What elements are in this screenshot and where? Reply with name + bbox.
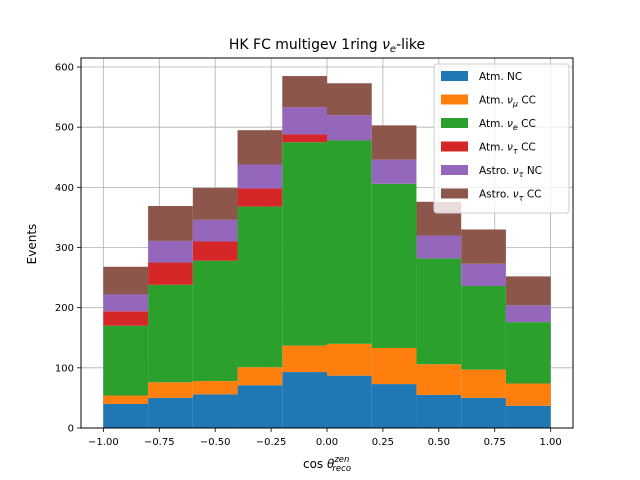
bar-segment-series-4-bin-1	[148, 240, 193, 263]
y-tick-label: 200	[55, 303, 74, 314]
y-tick-label: 0	[68, 424, 74, 435]
legend-swatch	[441, 188, 468, 199]
bar-segment-series-5-bin-0	[103, 266, 149, 295]
bar-segment-series-1-bin-0	[103, 395, 149, 404]
bar-segment-series-2-bin-1	[148, 284, 193, 383]
x-tick-label: 0.75	[484, 437, 506, 448]
bar-segment-series-5-bin-9	[505, 276, 551, 306]
x-tick-label: −1.00	[88, 437, 119, 448]
bar-segment-series-0-bin-6	[371, 384, 417, 428]
bar-segment-series-4-bin-4	[282, 107, 327, 135]
bar-segment-series-4-bin-9	[505, 305, 551, 323]
bar-segment-series-0-bin-4	[282, 372, 327, 428]
bar-segment-series-5-bin-3	[237, 130, 283, 165]
chart-title: HK FC multigev 1ring νe-like	[229, 37, 425, 55]
x-tick-label: −0.50	[200, 437, 231, 448]
bar-segment-series-1-bin-6	[371, 347, 417, 385]
bar-segment-series-4-bin-8	[461, 263, 506, 287]
bar-segment-series-2-bin-3	[237, 206, 283, 368]
bar-segment-series-5-bin-6	[371, 125, 417, 160]
bar-segment-series-2-bin-5	[327, 140, 372, 344]
legend-swatch	[441, 71, 468, 81]
bar-segment-series-5-bin-4	[282, 76, 327, 108]
bar-segment-series-2-bin-0	[103, 325, 149, 396]
bar-segment-series-2-bin-2	[192, 260, 238, 382]
bar-segment-series-4-bin-3	[237, 164, 283, 189]
histogram-bars	[103, 76, 551, 428]
y-tick-label: 300	[55, 243, 74, 254]
legend-swatch	[441, 141, 468, 152]
y-axis-label: Events	[25, 224, 39, 265]
bar-segment-series-2-bin-4	[282, 142, 327, 346]
legend-swatch	[441, 165, 468, 175]
bar-segment-series-3-bin-0	[103, 311, 149, 326]
x-tick-label: 1.00	[540, 437, 562, 448]
bar-segment-series-0-bin-9	[505, 405, 551, 428]
bar-segment-series-5-bin-2	[192, 187, 238, 220]
bar-segment-series-3-bin-3	[237, 188, 283, 207]
bar-segment-series-3-bin-1	[148, 262, 193, 285]
y-tick-label: 400	[55, 183, 74, 194]
x-axis-ticks: −1.00 −0.75 −0.50 −0.25 0.00 0.25 0.50 0.75 1.00	[88, 428, 562, 448]
bar-segment-series-1-bin-1	[148, 382, 193, 398]
bar-segment-series-2-bin-9	[505, 322, 551, 384]
bar-segment-series-1-bin-9	[505, 383, 551, 406]
bar-segment-series-1-bin-4	[282, 345, 327, 373]
legend-label: Atm. NC	[479, 71, 522, 83]
bar-segment-series-5-bin-8	[461, 229, 506, 264]
bar-segment-series-5-bin-1	[148, 206, 193, 241]
x-tick-label: −0.75	[144, 437, 175, 448]
bar-segment-series-0-bin-8	[461, 397, 506, 428]
bar-segment-series-3-bin-2	[192, 241, 238, 261]
bar-segment-series-0-bin-2	[192, 394, 238, 428]
bar-segment-series-1-bin-5	[327, 343, 372, 376]
legend-label: Atm. ντ CC	[479, 142, 536, 156]
legend-label: Astro. ντ CC	[479, 189, 542, 203]
x-tick-label: 0.25	[372, 437, 394, 448]
bar-segment-series-2-bin-8	[461, 286, 506, 370]
bar-segment-series-0-bin-1	[148, 397, 193, 428]
bar-segment-series-4-bin-7	[416, 235, 462, 259]
x-tick-label: 0.00	[316, 437, 338, 448]
bar-segment-series-1-bin-3	[237, 367, 283, 386]
bar-segment-series-0-bin-0	[103, 403, 149, 428]
legend-swatch	[441, 118, 468, 128]
bar-segment-series-3-bin-4	[282, 134, 327, 143]
bar-segment-series-0-bin-3	[237, 385, 283, 428]
y-axis-ticks: 0 100 200 300 400 500 600	[55, 63, 81, 435]
bar-segment-series-4-bin-2	[192, 219, 238, 242]
legend-swatch	[441, 94, 468, 105]
bar-segment-series-1-bin-2	[192, 381, 238, 395]
legend: Atm. NC Atm. νμ CC Atm. νe CC Atm. ντ CC Ast…	[433, 63, 570, 214]
bar-segment-series-5-bin-5	[327, 83, 372, 116]
bar-segment-series-0-bin-7	[416, 394, 462, 428]
legend-label: Atm. νe CC	[479, 118, 536, 132]
y-tick-label: 500	[55, 123, 74, 134]
x-axis-label: cos θzen reco	[303, 455, 351, 474]
bar-segment-series-2-bin-6	[371, 183, 417, 348]
bar-segment-series-4-bin-5	[327, 115, 372, 141]
bar-segment-series-4-bin-0	[103, 294, 149, 312]
y-tick-label: 600	[55, 63, 74, 74]
bar-segment-series-4-bin-6	[371, 159, 417, 184]
bar-segment-series-2-bin-7	[416, 258, 462, 365]
legend-label: Atm. νμ CC	[479, 95, 536, 109]
y-tick-label: 100	[55, 363, 74, 374]
x-tick-label: −0.25	[256, 437, 287, 448]
bar-segment-series-0-bin-5	[327, 375, 372, 428]
bar-segment-series-1-bin-8	[461, 369, 506, 398]
x-tick-label: 0.50	[428, 437, 450, 448]
bar-segment-series-1-bin-7	[416, 364, 462, 395]
legend-label: Astro. ντ NC	[479, 165, 542, 179]
